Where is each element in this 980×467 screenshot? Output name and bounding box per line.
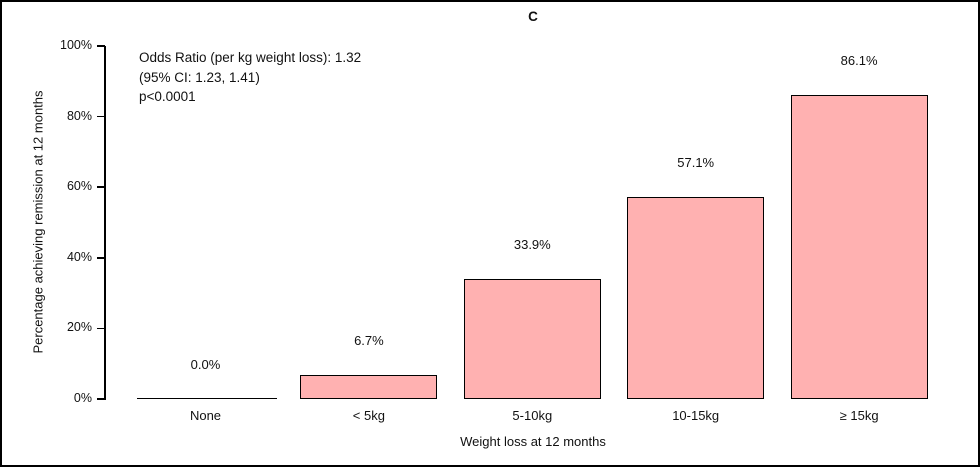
annotation-line-odds-ratio: Odds Ratio (per kg weight loss): 1.32 xyxy=(139,50,362,65)
bar-value-label: 0.0% xyxy=(190,357,221,372)
x-category-label: ≥ 15kg xyxy=(839,408,879,423)
y-tick-label: 0% xyxy=(73,391,92,405)
y-tick-label: 20% xyxy=(66,320,92,335)
x-category-label: None xyxy=(189,408,222,423)
bar-value-label: 86.1% xyxy=(840,53,878,69)
y-tick-mark xyxy=(96,327,105,330)
bar-value-label: 33.9% xyxy=(513,237,551,253)
stats-annotation: Odds Ratio (per kg weight loss): 1.32 (9… xyxy=(139,48,361,107)
x-axis-title: Weight loss at 12 months xyxy=(460,434,606,449)
bar-None xyxy=(137,397,277,400)
x-category-label: 10-15kg xyxy=(672,408,720,423)
y-axis-title: Percentage achieving remission at 12 mon… xyxy=(30,90,46,354)
y-tick-label: 100% xyxy=(60,38,92,52)
chart-title: C xyxy=(528,9,538,24)
y-tick-label: 80% xyxy=(66,108,92,123)
y-tick-label: 60% xyxy=(66,179,92,194)
bar-< 5kg xyxy=(300,375,438,399)
x-category-label: < 5kg xyxy=(352,408,385,423)
y-tick-mark xyxy=(96,115,105,118)
bar-≥ 15kg xyxy=(790,95,928,399)
annotation-line-pvalue: p<0.0001 xyxy=(139,89,196,104)
annotation-line-ci: (95% CI: 1.23, 1.41) xyxy=(139,69,260,85)
y-axis-line xyxy=(104,46,106,400)
y-tick-mark xyxy=(96,257,105,259)
y-tick-mark xyxy=(96,186,105,188)
bar-5-10kg xyxy=(463,279,601,399)
y-tick-mark xyxy=(96,45,105,47)
x-category-label: 5-10kg xyxy=(512,408,553,423)
y-tick-label: 40% xyxy=(66,249,92,264)
bar-value-label: 6.7% xyxy=(354,333,384,349)
bar-10-15kg xyxy=(627,197,765,399)
bar-value-label: 57.1% xyxy=(677,155,715,171)
y-tick-mark xyxy=(96,398,105,400)
